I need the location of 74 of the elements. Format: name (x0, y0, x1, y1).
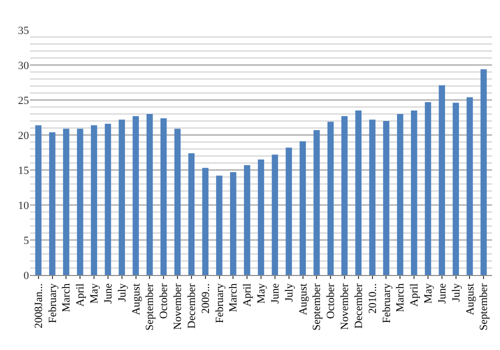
bar (466, 97, 473, 275)
y-tick-label: 30 (18, 60, 30, 72)
x-tick-label: July (450, 282, 462, 302)
bar (188, 153, 195, 275)
bar (383, 121, 390, 275)
bar (146, 114, 153, 275)
bar (327, 122, 334, 275)
bar (286, 148, 292, 275)
bar (424, 102, 432, 275)
x-tick-label: February (214, 282, 226, 324)
x-tick-label: June (102, 283, 115, 304)
bar (410, 110, 418, 275)
y-tick-label: 10 (18, 200, 30, 212)
x-tick-label: November (172, 283, 184, 330)
x-tick-label: February (380, 282, 393, 324)
x-tick-label: October (325, 283, 338, 319)
y-tick-label: 5 (24, 234, 30, 247)
bar (300, 141, 306, 275)
bar (35, 125, 42, 275)
bar (49, 132, 56, 275)
y-tick-label: 20 (18, 130, 30, 142)
bar (452, 102, 459, 275)
x-tick-label: September (311, 283, 324, 330)
x-tick-label: 2009... (200, 283, 212, 314)
x-tick-label: June (269, 283, 282, 304)
x-tick-label: May (88, 282, 101, 304)
x-tick-label: February (46, 282, 59, 324)
bar (76, 128, 84, 275)
bar (132, 116, 139, 275)
bar (355, 110, 362, 275)
x-tick-label: December (352, 283, 365, 329)
bar (174, 128, 181, 275)
x-tick-label: 2010... (366, 283, 379, 314)
x-tick-label: July (116, 282, 128, 302)
x-tick-label: November (339, 283, 352, 330)
bar (480, 69, 487, 275)
bar (216, 176, 222, 275)
bar (230, 172, 236, 275)
x-tick-label: August (464, 283, 476, 316)
bar (438, 85, 446, 275)
x-tick-label: April (242, 283, 254, 307)
bar (258, 160, 264, 275)
x-tick-label: May (256, 282, 268, 304)
bar (63, 128, 70, 275)
x-tick-label: 2008Jan... (32, 283, 45, 328)
x-tick-label: May (422, 282, 435, 304)
y-tick-label: 15 (18, 164, 30, 177)
x-tick-label: December (186, 283, 198, 329)
y-tick-label: 25 (18, 94, 30, 107)
x-tick-label: August (297, 283, 310, 316)
bar (341, 116, 348, 275)
x-tick-label: April (408, 283, 421, 307)
x-tick-label: September (144, 283, 156, 330)
x-tick-label: September (478, 283, 490, 330)
bar (397, 114, 404, 275)
x-tick-label: June (436, 283, 448, 304)
bar (369, 120, 376, 275)
x-tick-label: April (74, 283, 87, 307)
x-tick-label: March (60, 282, 73, 312)
x-tick-label: October (158, 283, 170, 319)
bar (244, 165, 250, 275)
bar (104, 124, 112, 275)
x-tick-label: March (394, 282, 407, 312)
bar (90, 125, 98, 275)
bar (202, 168, 208, 275)
y-tick-label: 35 (18, 24, 30, 37)
y-tick-label: 0 (24, 270, 30, 282)
bar (118, 120, 125, 275)
bar (272, 154, 278, 275)
bar (314, 130, 320, 275)
x-tick-label: August (130, 283, 142, 316)
x-tick-label: July (283, 282, 296, 302)
bar (160, 118, 167, 275)
x-tick-label: March (228, 282, 240, 312)
